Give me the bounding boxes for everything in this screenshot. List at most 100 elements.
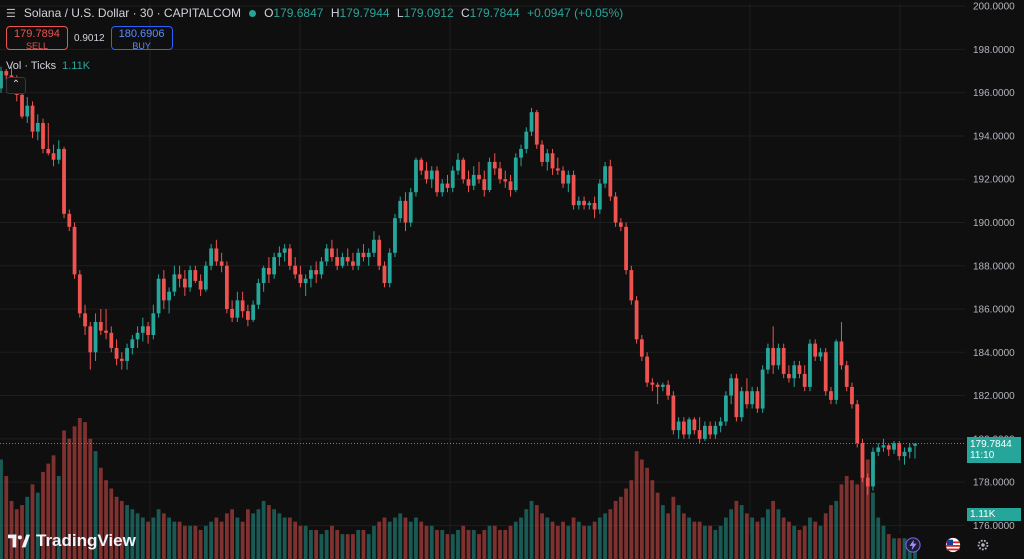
candle-body[interactable] (492, 161, 497, 169)
candle-body[interactable] (377, 239, 382, 266)
candle-body[interactable] (776, 347, 781, 366)
candle-body[interactable] (293, 265, 298, 275)
candle-body[interactable] (634, 300, 639, 340)
candle-body[interactable] (566, 174, 571, 184)
candle-body[interactable] (750, 391, 755, 405)
candle-body[interactable] (193, 270, 198, 281)
candle-body[interactable] (603, 166, 607, 184)
candle-body[interactable] (540, 144, 544, 162)
candle-body[interactable] (130, 339, 135, 348)
candle-body[interactable] (72, 226, 77, 275)
candle-body[interactable] (351, 261, 355, 266)
candle-body[interactable] (702, 425, 707, 439)
candle-body[interactable] (592, 203, 597, 210)
candle-body[interactable] (135, 332, 140, 340)
candle-body[interactable] (209, 248, 214, 266)
candle-body[interactable] (855, 404, 860, 444)
candle-body[interactable] (240, 300, 245, 312)
candle-body[interactable] (450, 170, 455, 188)
candle-body[interactable] (823, 352, 828, 392)
candle-body[interactable] (655, 384, 660, 387)
candle-body[interactable] (414, 159, 418, 193)
candle-body[interactable] (718, 421, 723, 426)
candle-body[interactable] (77, 274, 82, 314)
price-axis[interactable]: 200.0000 198.0000 196.0000 194.0000 192.0000… (973, 2, 1015, 532)
candle-body[interactable] (261, 267, 266, 284)
candle-body[interactable] (519, 148, 523, 158)
candle-body[interactable] (25, 105, 30, 117)
candle-body[interactable] (0, 71, 3, 89)
candle-body[interactable] (51, 153, 56, 160)
candle-body[interactable] (456, 159, 460, 171)
candle-body[interactable] (550, 153, 555, 169)
candle-body[interactable] (393, 218, 397, 253)
candle-body[interactable] (387, 252, 392, 284)
candle-body[interactable] (140, 326, 145, 333)
candle-body[interactable] (487, 161, 492, 191)
candle-body[interactable] (20, 94, 24, 117)
chart-menu-icon[interactable]: ☰ (6, 7, 16, 20)
candle-body[interactable] (708, 425, 713, 435)
candle-body[interactable] (808, 343, 812, 387)
candle-body[interactable] (125, 347, 129, 361)
candle-body[interactable] (167, 291, 171, 301)
candle-body[interactable] (245, 311, 250, 320)
candle-body[interactable] (88, 326, 93, 353)
candle-body[interactable] (461, 159, 466, 180)
candle-body[interactable] (907, 447, 912, 452)
candle-body[interactable] (660, 384, 665, 387)
candle-body[interactable] (760, 369, 765, 409)
candle-body[interactable] (629, 270, 634, 301)
candle-body[interactable] (687, 419, 692, 435)
candle-body[interactable] (787, 373, 791, 379)
candle-body[interactable] (792, 365, 797, 379)
candle-body[interactable] (913, 443, 917, 446)
candle-body[interactable] (119, 358, 124, 361)
candle-body[interactable] (508, 181, 513, 191)
candle-body[interactable] (839, 341, 844, 366)
candle-body[interactable] (587, 203, 592, 206)
candle-body[interactable] (613, 196, 618, 223)
candle-body[interactable] (498, 168, 502, 180)
candle-body[interactable] (161, 278, 166, 301)
candle-body[interactable] (214, 248, 219, 262)
candle-body[interactable] (435, 170, 439, 193)
candle-body[interactable] (224, 265, 229, 310)
candle-body[interactable] (330, 248, 334, 258)
lightning-icon[interactable] (905, 537, 921, 553)
candle-body[interactable] (545, 153, 550, 162)
candle-body[interactable] (403, 200, 408, 223)
candle-body[interactable] (582, 200, 586, 206)
candle-body[interactable] (109, 332, 114, 348)
candle-body[interactable] (104, 330, 108, 333)
candle-body[interactable] (477, 174, 481, 180)
candle-body[interactable] (713, 425, 718, 435)
candle-body[interactable] (561, 170, 565, 184)
candle-body[interactable] (424, 170, 429, 180)
candle-body[interactable] (314, 270, 319, 275)
candle-body[interactable] (156, 278, 161, 314)
candle-body[interactable] (802, 373, 807, 387)
candle-body[interactable] (440, 183, 445, 193)
candle-body[interactable] (62, 148, 66, 214)
candle-body[interactable] (886, 445, 891, 450)
candle-body[interactable] (739, 391, 744, 418)
candle-body[interactable] (666, 384, 671, 396)
candle-body[interactable] (203, 265, 208, 290)
candle-body[interactable] (172, 274, 177, 292)
candle-body[interactable] (829, 391, 833, 400)
candle-body[interactable] (624, 226, 628, 271)
candle-body[interactable] (482, 179, 487, 191)
candle-body[interactable] (860, 443, 865, 478)
candle-body[interactable] (524, 131, 529, 149)
us-flag-icon[interactable] (945, 537, 961, 553)
candle-body[interactable] (850, 386, 854, 405)
candle-body[interactable] (282, 248, 287, 253)
candle-body[interactable] (844, 365, 849, 387)
candle-body[interactable] (555, 168, 560, 171)
candle-body[interactable] (692, 419, 697, 431)
candle-body[interactable] (650, 382, 655, 385)
candle-body[interactable] (576, 200, 581, 206)
candle-body[interactable] (219, 261, 224, 266)
candle-body[interactable] (335, 257, 340, 266)
